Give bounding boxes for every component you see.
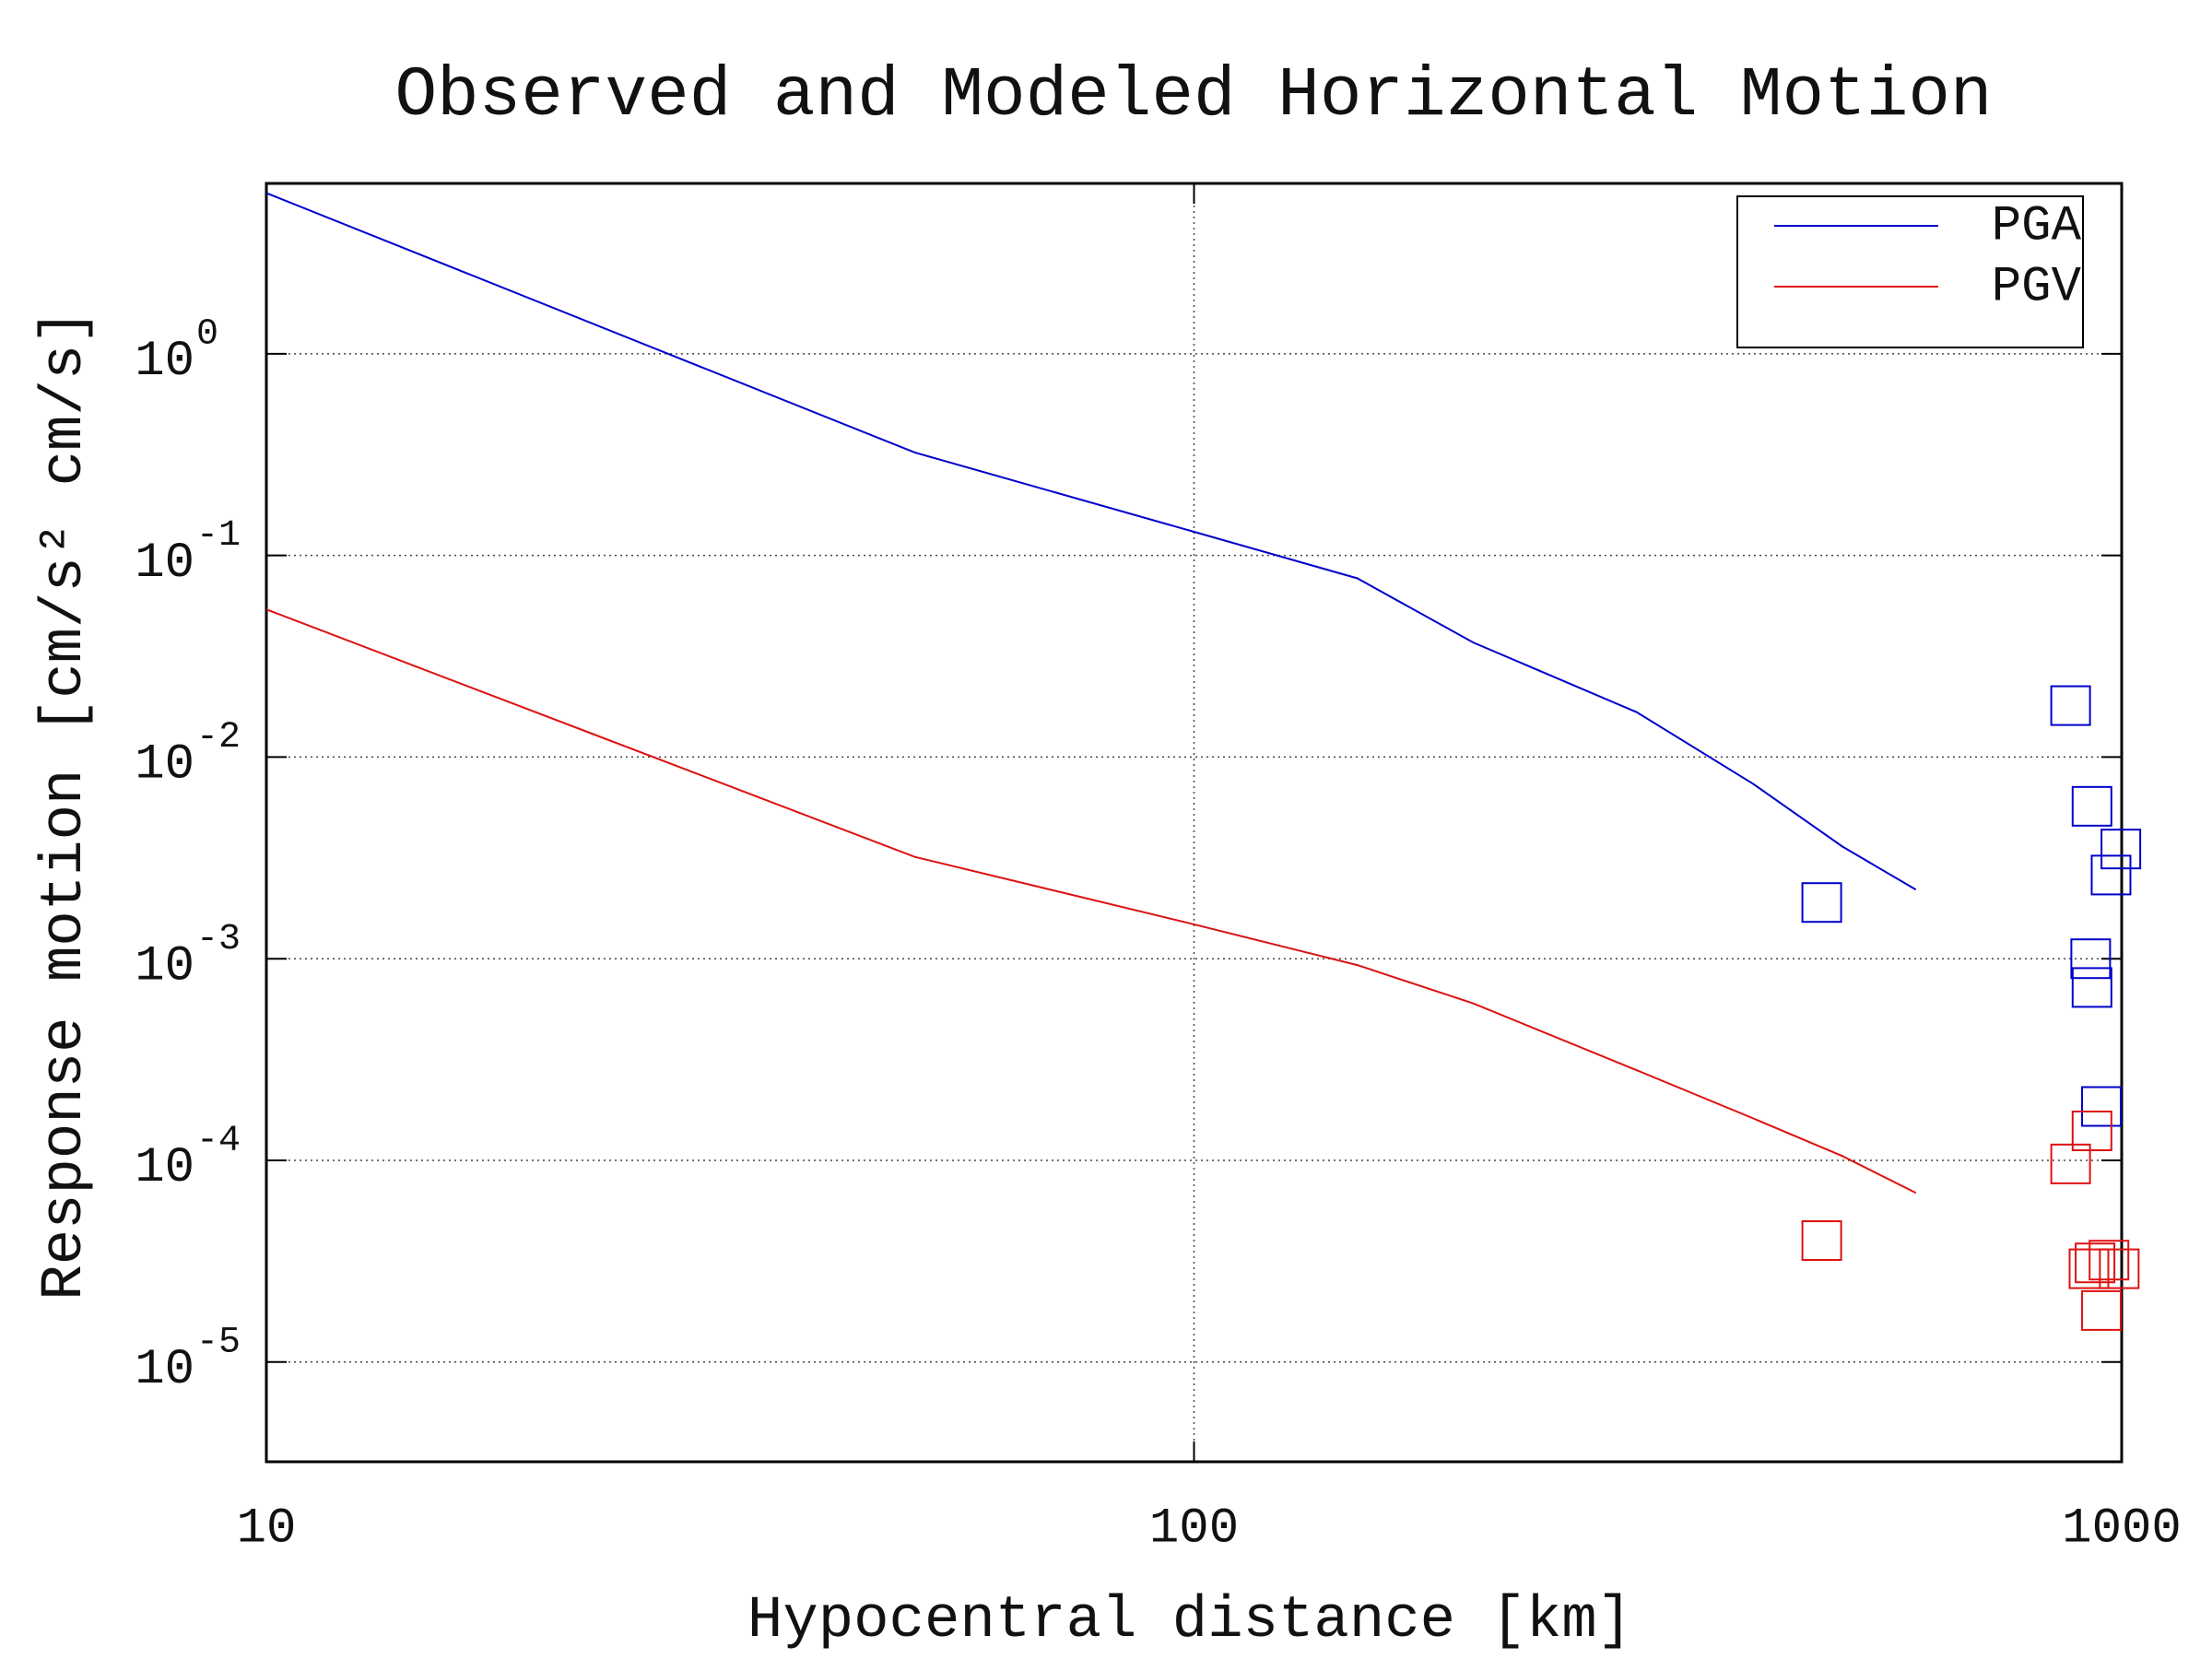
y-tick-label: 10	[135, 1140, 194, 1196]
observed-point	[2099, 1248, 2140, 1289]
series-line	[265, 192, 1917, 891]
legend-label: PGV	[1992, 259, 2082, 315]
series-line	[265, 608, 1917, 1194]
y-tick-exponent: -2	[196, 717, 241, 759]
x-tick-label: 10	[237, 1500, 297, 1557]
y-tick-exponent: -4	[196, 1121, 241, 1162]
y-tick-label: 10	[135, 938, 194, 994]
y-tick-label: 10	[135, 535, 194, 592]
observed-point	[2075, 1242, 2116, 1284]
observed-point	[2071, 1111, 2112, 1152]
observed-point	[2071, 967, 2112, 1008]
observed-point	[2100, 829, 2142, 870]
y-tick-label: 10	[135, 1342, 194, 1398]
x-tick-label: 1000	[2062, 1500, 2182, 1557]
y-tick-exponent: -1	[196, 515, 241, 557]
observed-point	[1801, 882, 1842, 924]
x-axis-label: Hypocentral distance [km]	[747, 1588, 1632, 1654]
y-axis-label: Response motion [cm/s² cm/s]	[32, 309, 99, 1300]
observed-point	[2050, 1143, 2091, 1184]
observed-point	[2050, 685, 2091, 726]
observed-point	[1801, 1220, 1842, 1262]
y-tick-exponent: -5	[196, 1322, 241, 1363]
plot-frame	[265, 182, 2124, 1464]
observed-point	[2071, 785, 2112, 827]
legend-label: PGA	[1992, 198, 2082, 254]
chart-title: Observed and Modeled Horizontal Motion	[394, 56, 1992, 135]
observed-point	[2088, 1240, 2130, 1281]
observed-point	[2081, 1289, 2123, 1331]
y-tick-label: 10	[135, 737, 194, 794]
y-tick-exponent: -3	[196, 919, 241, 960]
observed-point	[2090, 854, 2132, 896]
x-tick-label: 100	[1149, 1500, 1239, 1557]
legend-box	[1736, 195, 2084, 348]
observed-point	[2081, 1086, 2123, 1127]
y-tick-exponent: 0	[196, 313, 218, 355]
y-tick-label: 10	[135, 334, 194, 390]
observed-point	[2070, 938, 2112, 980]
